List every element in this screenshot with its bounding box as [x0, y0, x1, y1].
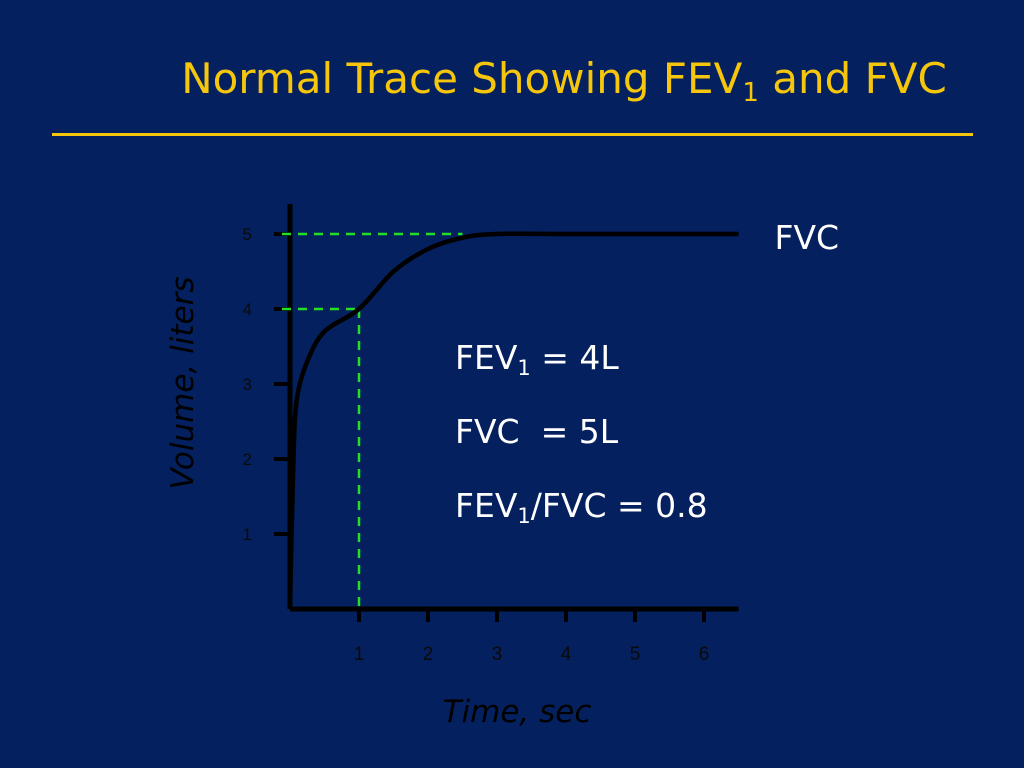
x-tick-label: 5	[630, 644, 641, 665]
y-tick-label: 4	[243, 300, 252, 319]
fvc-value-line: FVC = 5L	[455, 412, 708, 486]
x-axis-label: Time, sec	[443, 694, 592, 730]
title-tail: and FVC	[758, 54, 947, 103]
x-tick-label: 3	[492, 644, 503, 665]
y-tick-label: 3	[243, 375, 252, 394]
spirometry-summary: FEV1 = 4L FVC = 5L FEV1/FVC = 0.8	[455, 338, 708, 560]
fvc-value: FVC = 5L	[455, 412, 619, 451]
slide-title: Normal Trace Showing FEV1 and FVC	[0, 54, 1024, 106]
x-tick-label: 1	[354, 644, 365, 665]
y-tick-label: 1	[243, 525, 252, 544]
ratio-value-line: FEV1/FVC = 0.8	[455, 486, 708, 560]
title-rule	[52, 133, 973, 136]
title-subscript: 1	[742, 78, 759, 108]
fev1-value: = 4L	[530, 338, 619, 377]
x-tick-label: 4	[561, 644, 572, 665]
fev1-value-line: FEV1 = 4L	[455, 338, 708, 412]
ratio-subscript: 1	[517, 504, 531, 528]
fev1-subscript: 1	[517, 356, 531, 380]
y-tick-label: 5	[243, 225, 252, 244]
x-tick-label: 2	[423, 644, 434, 665]
y-axis-label: Volume, liters	[165, 277, 201, 490]
y-tick-label: 2	[243, 450, 252, 469]
ratio-value: /FVC = 0.8	[530, 486, 708, 525]
x-tick-label: 6	[699, 644, 710, 665]
ratio-prefix: FEV	[455, 486, 518, 525]
series-label-fvc: FVC	[775, 218, 840, 257]
fvc-curve	[287, 231, 739, 610]
title-main: Normal Trace Showing FEV	[181, 54, 743, 103]
fev1-prefix: FEV	[455, 338, 518, 377]
